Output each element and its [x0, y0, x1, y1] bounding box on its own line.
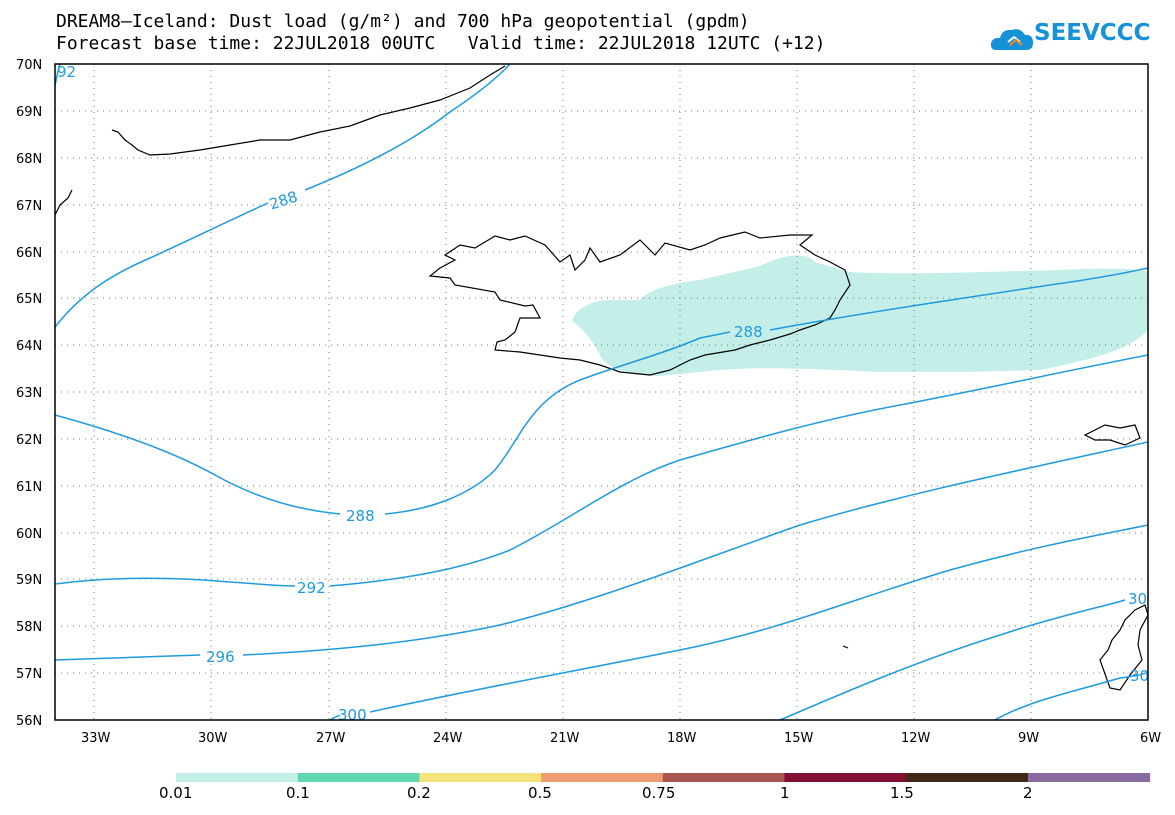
colorbar-label: 0.2: [407, 784, 431, 802]
lon-label: 33W: [81, 731, 111, 746]
map-title: DREAM8–Iceland: Dust load (g/m²) and 700…: [56, 11, 750, 32]
map-frame: [54, 63, 1149, 721]
lon-label: 18W: [667, 731, 697, 746]
iceland-coast: [428, 231, 851, 376]
lon-label: 27W: [316, 731, 346, 746]
dust-area: [572, 255, 1148, 376]
contour-label: 92: [57, 63, 76, 81]
contour-label: 288: [346, 507, 375, 525]
cloud-logo-icon: [990, 29, 1033, 50]
lat-label: 61N: [16, 480, 42, 495]
map-subtitle: Forecast base time: 22JUL2018 00UTC Vali…: [56, 33, 826, 54]
colorbar-swatch: [541, 773, 664, 782]
contour-label: 288: [267, 188, 300, 214]
lat-label: 63N: [16, 386, 42, 401]
lat-label: 68N: [16, 152, 42, 167]
colorbar-label: 1: [780, 784, 790, 802]
lat-label: 60N: [16, 527, 42, 542]
lat-label: 57N: [16, 667, 42, 682]
contour-label: 300: [338, 706, 367, 724]
longitude-labels: 33W 30W 27W 24W 21W 18W 15W 12W 9W 6W: [81, 731, 1161, 746]
colorbar-swatch: [176, 773, 299, 782]
lon-label: 12W: [901, 731, 931, 746]
graticule: [55, 64, 1148, 720]
geopotential-contours: [54, 63, 1149, 721]
colorbar-swatch: [1027, 773, 1151, 782]
contour-label: 30: [1128, 590, 1147, 608]
colorbar-swatch: [662, 773, 785, 782]
colorbar-label: 2: [1023, 784, 1033, 802]
lat-label: 67N: [16, 199, 42, 214]
lat-label: 62N: [16, 433, 42, 448]
colorbar: [176, 773, 1151, 782]
coastlines: [54, 65, 1149, 691]
lat-label: 70N: [16, 58, 42, 73]
contour-label: 288: [734, 323, 763, 341]
lon-label: 30W: [198, 731, 228, 746]
colorbar-label: 0.75: [642, 784, 676, 802]
colorbar-label: 1.5: [890, 784, 914, 802]
colorbar-swatch: [419, 773, 542, 782]
colorbar-label: 0.5: [528, 784, 552, 802]
lon-label: 21W: [550, 731, 580, 746]
latitude-labels: 70N 69N 68N 67N 66N 65N 64N 63N 62N 61N …: [16, 58, 42, 729]
colorbar-label: 0.1: [286, 784, 310, 802]
logo-text: SEEVCCC: [1034, 20, 1151, 46]
colorbar-label: 0.01: [159, 784, 193, 802]
lon-label: 15W: [784, 731, 814, 746]
lon-label: 24W: [433, 731, 463, 746]
lat-label: 66N: [16, 246, 42, 261]
contour-label: 30: [1130, 667, 1149, 685]
lat-label: 69N: [16, 105, 42, 120]
lon-label: 9W: [1018, 731, 1039, 746]
contour-labels: 92 288 288 288 292 296 300 30 30: [57, 63, 1149, 724]
lat-label: 56N: [16, 714, 42, 729]
lat-label: 58N: [16, 620, 42, 635]
contour-label: 292: [297, 579, 326, 597]
lat-label: 59N: [16, 573, 42, 588]
colorbar-swatch: [906, 773, 1029, 782]
lon-label: 6W: [1140, 731, 1161, 746]
lat-label: 64N: [16, 339, 42, 354]
lat-label: 65N: [16, 292, 42, 307]
contour-label: 296: [206, 648, 235, 666]
colorbar-swatch: [297, 773, 420, 782]
colorbar-swatch: [784, 773, 907, 782]
